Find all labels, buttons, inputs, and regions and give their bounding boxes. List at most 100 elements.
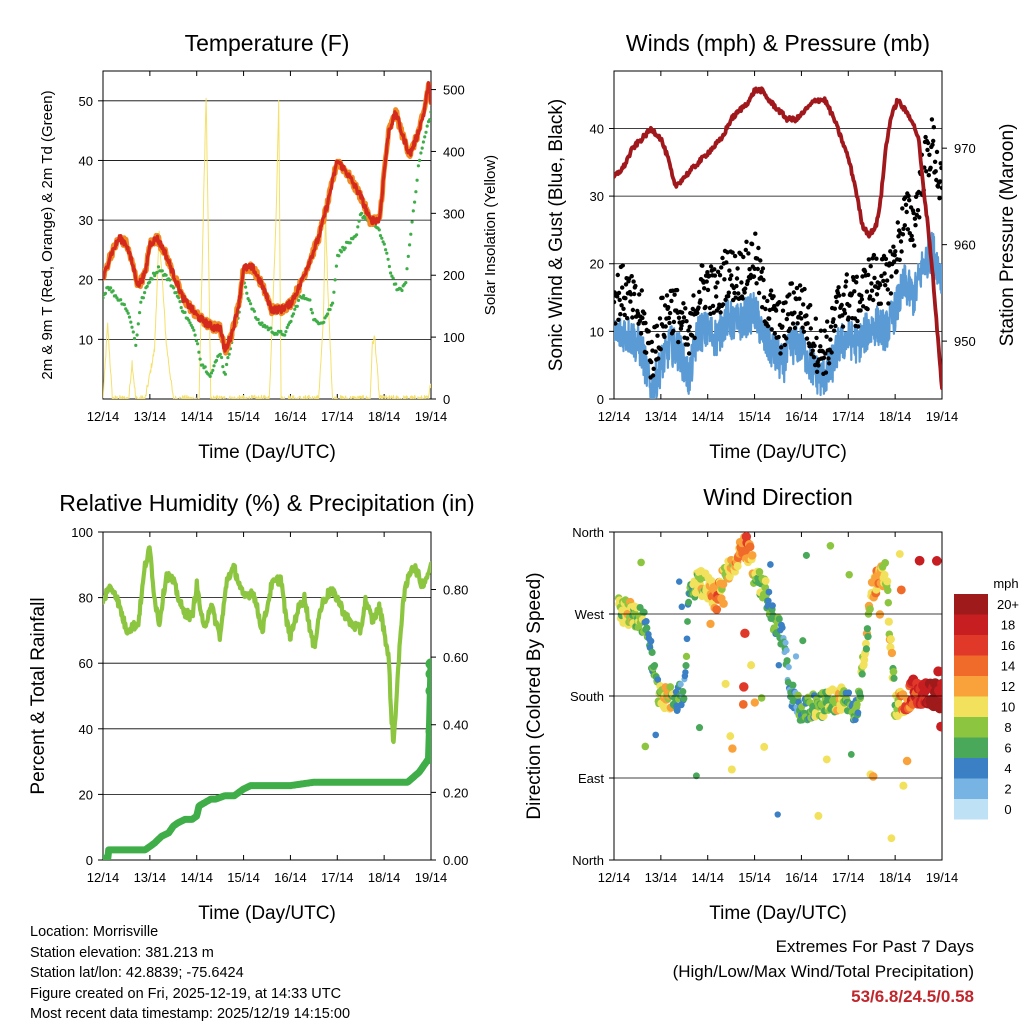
gust-point [666, 315, 672, 321]
gust-point [676, 315, 682, 320]
gust-point [642, 311, 647, 316]
gust-point [718, 310, 723, 315]
gust-point [885, 287, 890, 292]
dewpoint-point [418, 158, 422, 162]
x-tick-label: 19/14 [926, 870, 959, 885]
gust-point [739, 280, 744, 285]
gust-point [937, 179, 942, 184]
gust-point [831, 328, 837, 333]
x-tick-label: 14/14 [691, 870, 724, 885]
x-tick-label: 14/14 [180, 409, 213, 424]
dewpoint-point [411, 209, 415, 213]
gust-point [854, 280, 859, 285]
dewpoint-point [416, 164, 420, 168]
direction-point [783, 657, 791, 665]
dewpoint-point [151, 271, 156, 275]
gust-point [829, 350, 834, 355]
dewpoint-point [284, 330, 288, 334]
gust-point [804, 313, 809, 318]
direction-point [725, 572, 734, 581]
gust-point [818, 344, 823, 349]
dewpoint-point [269, 326, 273, 330]
direction-point [721, 679, 730, 688]
gust-point [628, 299, 633, 304]
gust-point [735, 266, 740, 271]
gust-point [643, 320, 648, 326]
gust-point [614, 321, 618, 326]
direction-point [719, 599, 728, 608]
dewpoint-point [223, 372, 227, 376]
dewpoint-series [103, 110, 431, 378]
gust-point [640, 315, 645, 321]
dewpoint-point [419, 151, 423, 155]
dewpoint-point [160, 269, 164, 273]
direction-point [648, 648, 656, 656]
gust-point [740, 296, 745, 301]
gust-point [672, 292, 677, 297]
direction-point [642, 618, 650, 625]
y-tick-label: 40 [590, 121, 604, 136]
dewpoint-point [209, 371, 214, 375]
gust-point [899, 249, 904, 254]
gust-point [813, 316, 818, 321]
gust-point [754, 281, 759, 286]
gust-point [937, 196, 942, 201]
gust-point [761, 295, 767, 300]
gust-point [705, 270, 710, 275]
dewpoint-point [132, 336, 137, 341]
gust-point [777, 300, 782, 305]
gust-point [826, 356, 831, 361]
legend-label: 10 [1001, 700, 1015, 715]
chart-title: Wind Direction [703, 484, 853, 510]
direction-point [933, 666, 942, 677]
elevation-text: Station elevation: 381.213 m [30, 944, 214, 961]
gust-point [843, 284, 848, 289]
dewpoint-point [139, 300, 143, 304]
gust-point [743, 286, 748, 291]
direction-point [858, 670, 866, 678]
direction-point [775, 615, 783, 623]
dewpoint-point [409, 232, 413, 236]
direction-point [782, 639, 789, 646]
y2-tick-label: 0.40 [443, 718, 468, 733]
dewpoint-point [145, 284, 149, 288]
legend-swatch [954, 799, 988, 820]
legend-swatch [954, 614, 988, 635]
dewpoint-point [283, 333, 287, 337]
gust-point [660, 295, 665, 300]
dewpoint-point [174, 291, 178, 295]
dewpoint-point [310, 311, 314, 315]
direction-point [794, 691, 802, 699]
gust-point [772, 331, 777, 336]
gust-point [826, 361, 832, 366]
gust-point [907, 198, 912, 203]
dewpoint-point [193, 333, 197, 337]
direction-point [883, 577, 892, 586]
legend-label: 2 [1004, 782, 1011, 797]
y2-tick-label: 970 [954, 141, 976, 156]
x-axis-label: Time (Day/UTC) [198, 903, 336, 924]
gust-point [812, 343, 817, 348]
relative-humidity-line [103, 545, 431, 745]
dewpoint-point [103, 291, 108, 295]
dewpoint-point [138, 311, 142, 315]
gust-point [804, 336, 810, 341]
gust-point [865, 306, 870, 312]
dewpoint-point [177, 296, 181, 300]
gust-point [692, 335, 697, 341]
direction-point [712, 605, 722, 614]
gust-point [623, 296, 628, 301]
x-tick-label: 14/14 [691, 409, 724, 424]
direction-point [747, 550, 757, 560]
dewpoint-point [400, 288, 404, 293]
gust-point [765, 298, 770, 304]
legend-label: 6 [1004, 741, 1011, 756]
gust-point [859, 293, 864, 298]
direction-point [931, 556, 942, 566]
gust-point [727, 268, 732, 273]
gust-point [758, 258, 763, 263]
x-tick-label: 18/14 [879, 870, 912, 885]
direction-point [936, 721, 942, 732]
y-axis-label: Percent & Total Rainfall [28, 597, 49, 794]
direction-point [895, 550, 904, 558]
